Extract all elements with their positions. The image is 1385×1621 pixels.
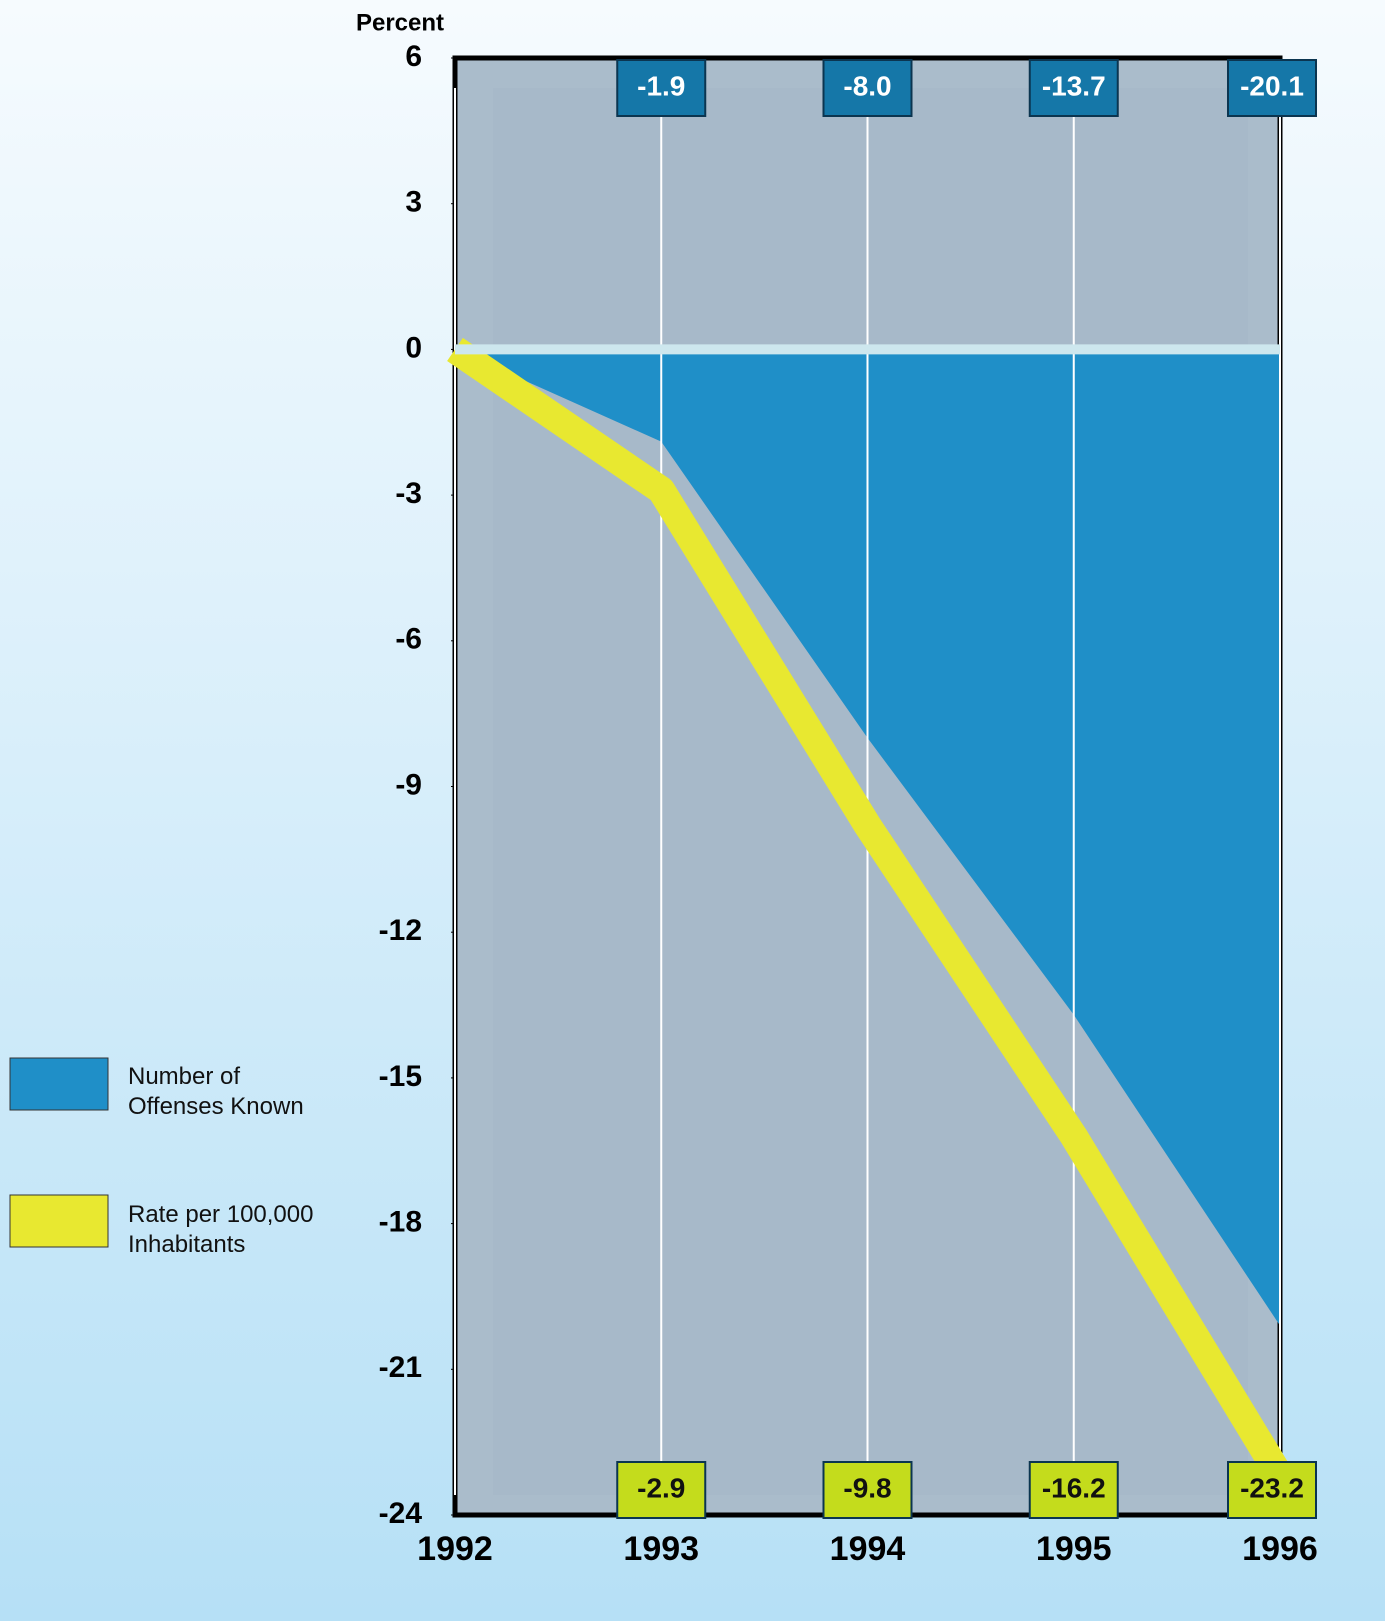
y-tick-label: -9 — [395, 768, 422, 801]
value-label-box — [822, 59, 913, 117]
y-axis-label: Percent — [356, 9, 444, 36]
y-tick-label: -24 — [379, 1497, 423, 1530]
value-label: -23.2 — [1240, 1472, 1304, 1503]
value-label-box — [616, 1461, 707, 1519]
y-tick-label: 6 — [405, 40, 422, 73]
value-label: -1.9 — [637, 70, 685, 101]
value-label: -9.8 — [843, 1472, 891, 1503]
x-tick-label: 1994 — [830, 1530, 906, 1568]
value-label: -16.2 — [1042, 1472, 1106, 1503]
y-tick-label: -6 — [395, 623, 422, 656]
x-tick-label: 1993 — [623, 1530, 699, 1568]
value-label-box — [616, 59, 707, 117]
line — [447, 337, 1292, 1484]
x-tick-label: 1995 — [1036, 1530, 1112, 1568]
value-label: -13.7 — [1042, 70, 1106, 101]
value-label-box — [1227, 59, 1317, 117]
value-label-box — [822, 1461, 913, 1519]
x-tick-label: 1996 — [1242, 1530, 1318, 1568]
y-tick-label: -21 — [379, 1351, 422, 1384]
legend-swatch — [9, 1057, 109, 1111]
legend-label: Rate per 100,000 Inhabitants — [128, 1201, 314, 1258]
y-tick-label: 3 — [405, 186, 422, 219]
y-tick-label: -18 — [379, 1206, 422, 1239]
value-label: -8.0 — [843, 70, 891, 101]
legend-label: Number of Offenses Known — [128, 1063, 304, 1120]
value-label: -20.1 — [1240, 70, 1304, 101]
value-label-box — [1028, 59, 1119, 117]
y-tick-label: 0 — [405, 331, 422, 364]
value-label: -2.9 — [637, 1472, 685, 1503]
value-label-box — [1028, 1461, 1119, 1519]
value-label-box — [1227, 1461, 1317, 1519]
x-tick-label: 1992 — [417, 1530, 493, 1568]
y-tick-label: -3 — [395, 477, 422, 510]
y-tick-label: -12 — [379, 914, 422, 947]
y-tick-label: -15 — [379, 1060, 422, 1093]
legend-swatch — [9, 1194, 109, 1248]
